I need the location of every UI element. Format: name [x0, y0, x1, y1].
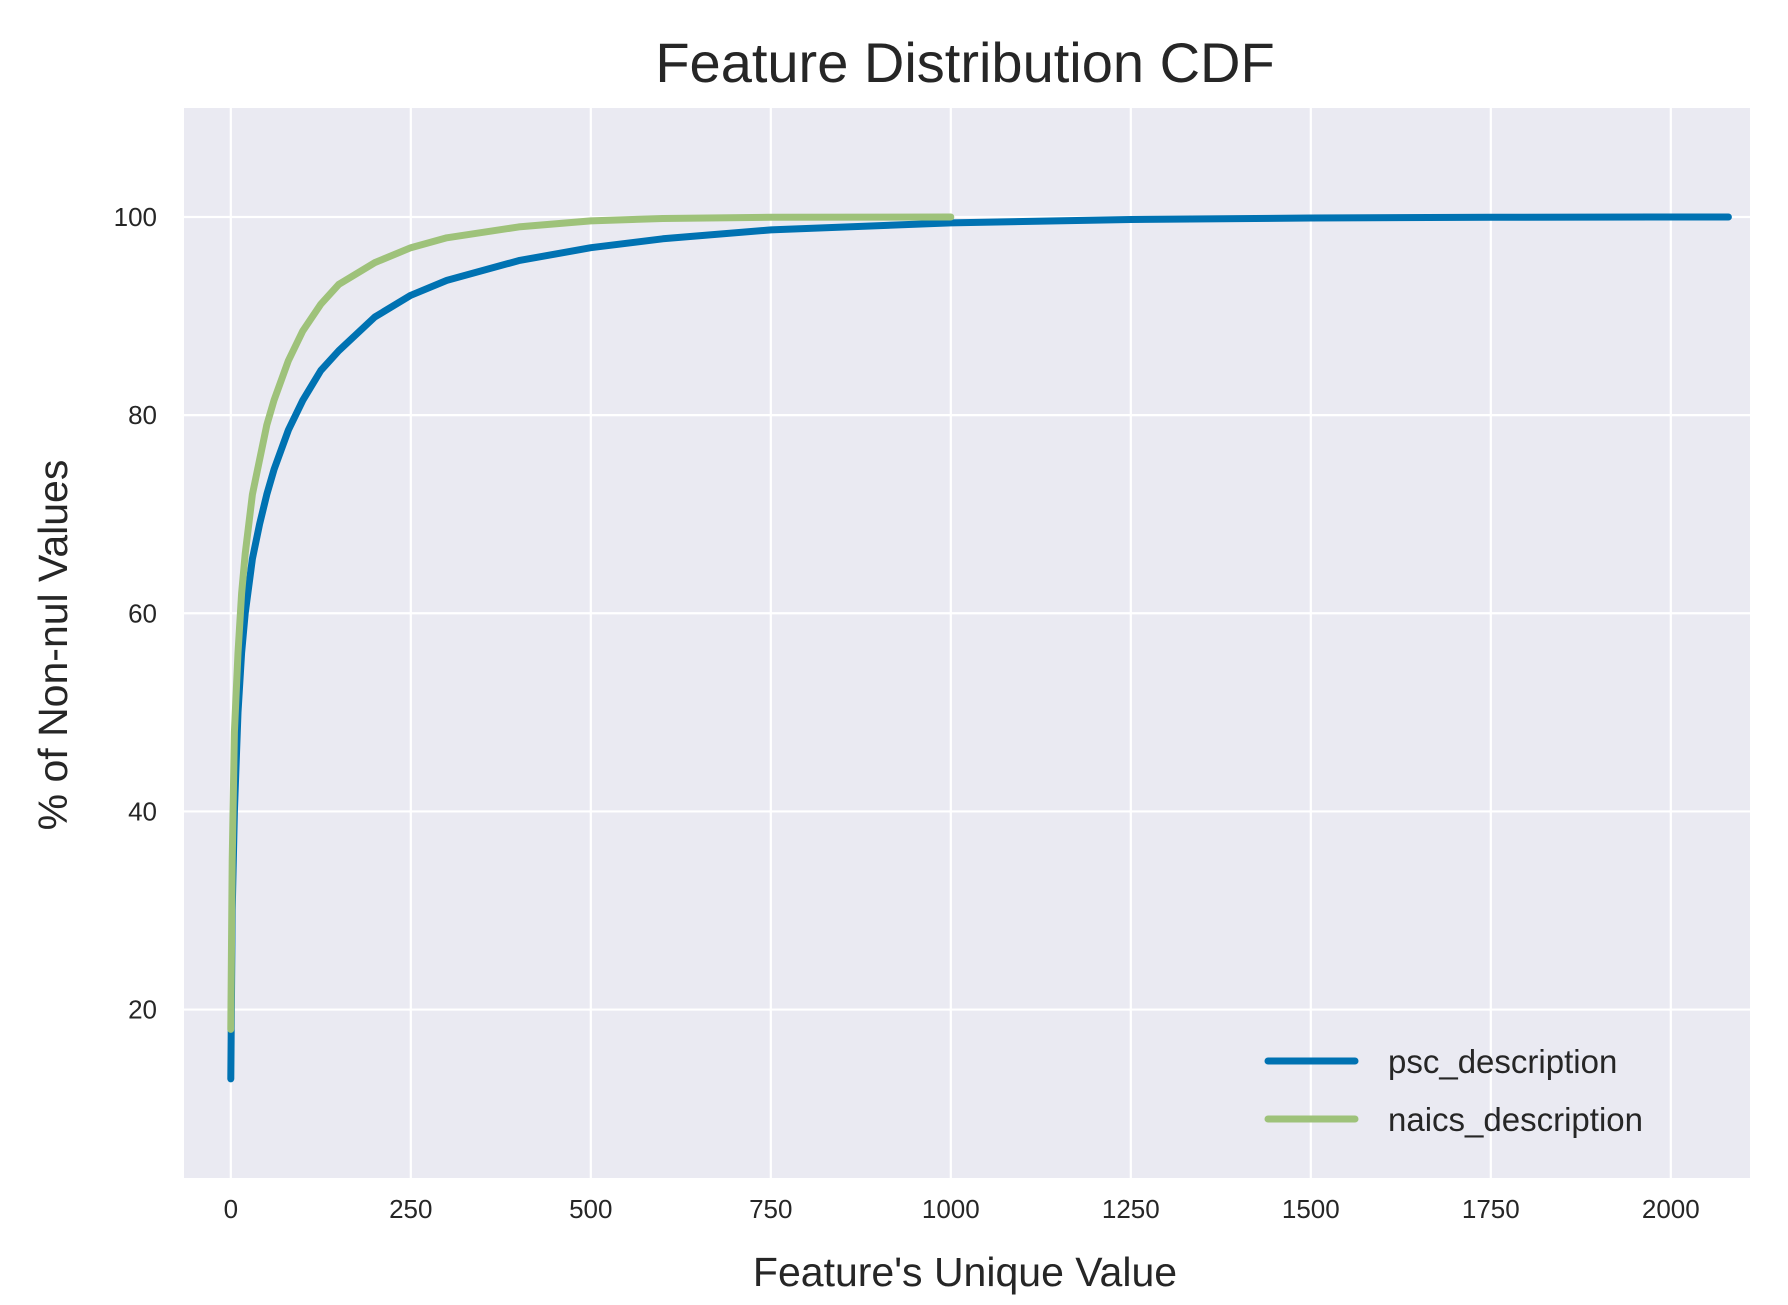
- y-tick-label: 60: [128, 598, 157, 628]
- series-line-naics-description: [227, 213, 955, 1033]
- x-axis-label: Feature's Unique Value: [753, 1249, 1177, 1295]
- x-tick-label: 1250: [1102, 1194, 1160, 1224]
- chart-title: Feature Distribution CDF: [655, 31, 1274, 94]
- legend-label-psc: psc_description: [1388, 1043, 1617, 1080]
- y-axis-label: % of Non-nul Values: [30, 460, 76, 831]
- x-tick-label: 250: [389, 1194, 432, 1224]
- tick-labels: 0 250 500 750 1000 1250 1500 1750 2000 20 40 60 80 10…: [114, 202, 1700, 1224]
- x-tick-label: 750: [749, 1194, 792, 1224]
- x-tick-label: 500: [569, 1194, 612, 1224]
- plot-area: [184, 108, 1750, 1178]
- y-tick-label: 40: [128, 796, 157, 826]
- x-tick-label: 2000: [1642, 1194, 1700, 1224]
- legend-label-naics: naics_description: [1388, 1101, 1643, 1138]
- y-tick-label: 80: [128, 400, 157, 430]
- series-line-psc-description: [227, 213, 1732, 1083]
- x-tick-label: 1750: [1462, 1194, 1520, 1224]
- legend: psc_description naics_description: [1264, 1043, 1643, 1138]
- x-tick-label: 0: [224, 1194, 238, 1224]
- y-tick-label: 100: [114, 202, 157, 232]
- x-tick-label: 1500: [1282, 1194, 1340, 1224]
- y-tick-label: 20: [128, 995, 157, 1025]
- series-lines: [227, 213, 1732, 1083]
- x-tick-label: 1000: [922, 1194, 980, 1224]
